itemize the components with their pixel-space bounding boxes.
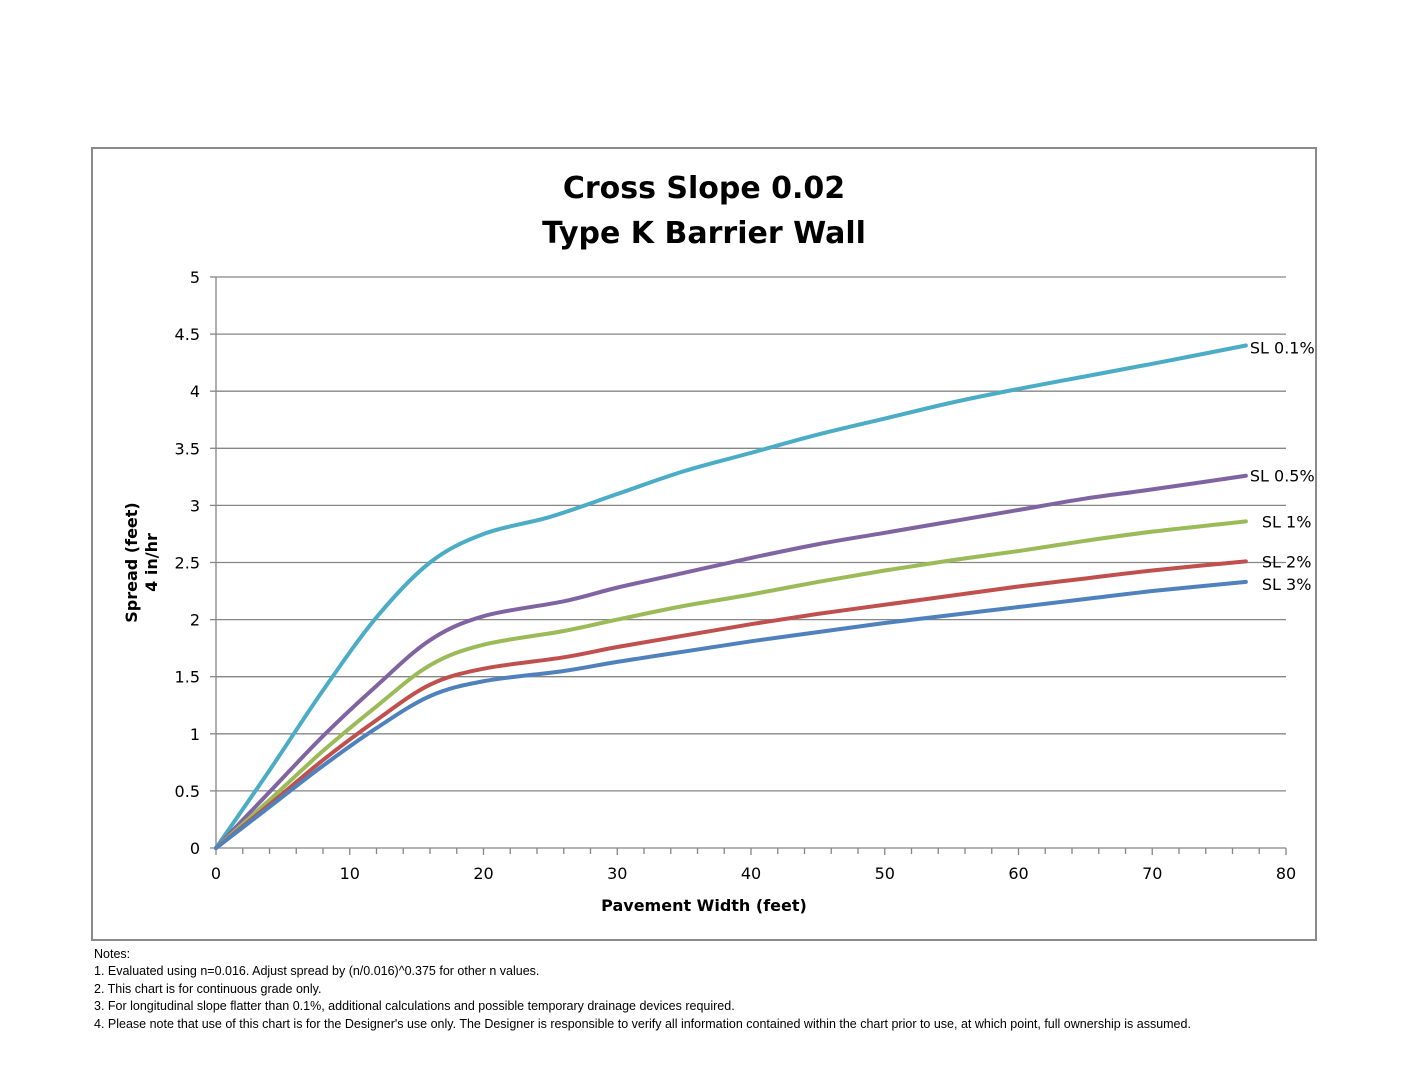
x-tick-label-1: 10 <box>340 864 360 883</box>
x-tick-label-5: 50 <box>875 864 895 883</box>
series-line-2 <box>214 473 1248 850</box>
y-axis-title-line-2: 4 in/hr <box>142 533 161 592</box>
note-item-2: 2. This chart is for continuous grade on… <box>94 981 322 996</box>
y-tick-label-3: 1.5 <box>175 668 200 687</box>
x-tick-label-0: 0 <box>211 864 221 883</box>
y-tick-label-4: 2 <box>190 611 200 630</box>
x-tick-label-6: 60 <box>1008 864 1028 883</box>
notes-block: Notes: 1. Evaluated using n=0.016. Adjus… <box>94 946 1304 1033</box>
x-tick-label-8: 80 <box>1276 864 1296 883</box>
series-line-5 <box>214 579 1248 850</box>
y-tick-label-10: 5 <box>190 268 200 287</box>
y-axis-title: Spread (feet)4 in/hr <box>122 502 161 622</box>
series-line-3 <box>214 519 1248 850</box>
series-label-4: SL 2% <box>1262 552 1312 571</box>
y-tick-label-6: 3 <box>190 496 200 515</box>
x-tick-label-3: 30 <box>607 864 627 883</box>
y-tick-label-0: 0 <box>190 839 200 858</box>
series-label-3: SL 1% <box>1262 512 1312 531</box>
y-tick-label-2: 1 <box>190 725 200 744</box>
y-tick-label-7: 3.5 <box>175 439 200 458</box>
x-axis-title: Pavement Width (feet) <box>601 896 807 915</box>
chart-title-line-1: Cross Slope 0.02 <box>563 171 845 206</box>
y-tick-label-8: 4 <box>190 382 200 401</box>
note-item-1: 1. Evaluated using n=0.016. Adjust sprea… <box>94 964 540 979</box>
notes-heading: Notes: <box>94 947 131 961</box>
note-item-3: 3. For longitudinal slope flatter than 0… <box>94 999 735 1014</box>
series-line-1 <box>214 343 1248 850</box>
x-tick-label-4: 40 <box>741 864 761 883</box>
note-item-4: 4. Please note that use of this chart is… <box>94 1016 1191 1031</box>
series-label-2: SL 0.5% <box>1250 467 1315 486</box>
y-tick-label-5: 2.5 <box>175 554 200 573</box>
y-tick-label-9: 4.5 <box>175 325 200 344</box>
series-label-5: SL 3% <box>1262 575 1312 594</box>
x-tick-label-7: 70 <box>1142 864 1162 883</box>
chart-title-line-2: Type K Barrier Wall <box>542 216 866 251</box>
series-label-1: SL 0.1% <box>1250 339 1315 358</box>
chart-frame: Cross Slope 0.02 Type K Barrier Wall 0 0.5 1… <box>91 147 1317 941</box>
series-line-4 <box>214 559 1248 850</box>
y-tick-label-1: 0.5 <box>175 782 200 801</box>
y-axis-title-line-1: Spread (feet) <box>122 502 141 622</box>
x-tick-label-2: 20 <box>473 864 493 883</box>
chart-svg: Cross Slope 0.02 Type K Barrier Wall 0 0.5 1… <box>122 171 1315 915</box>
